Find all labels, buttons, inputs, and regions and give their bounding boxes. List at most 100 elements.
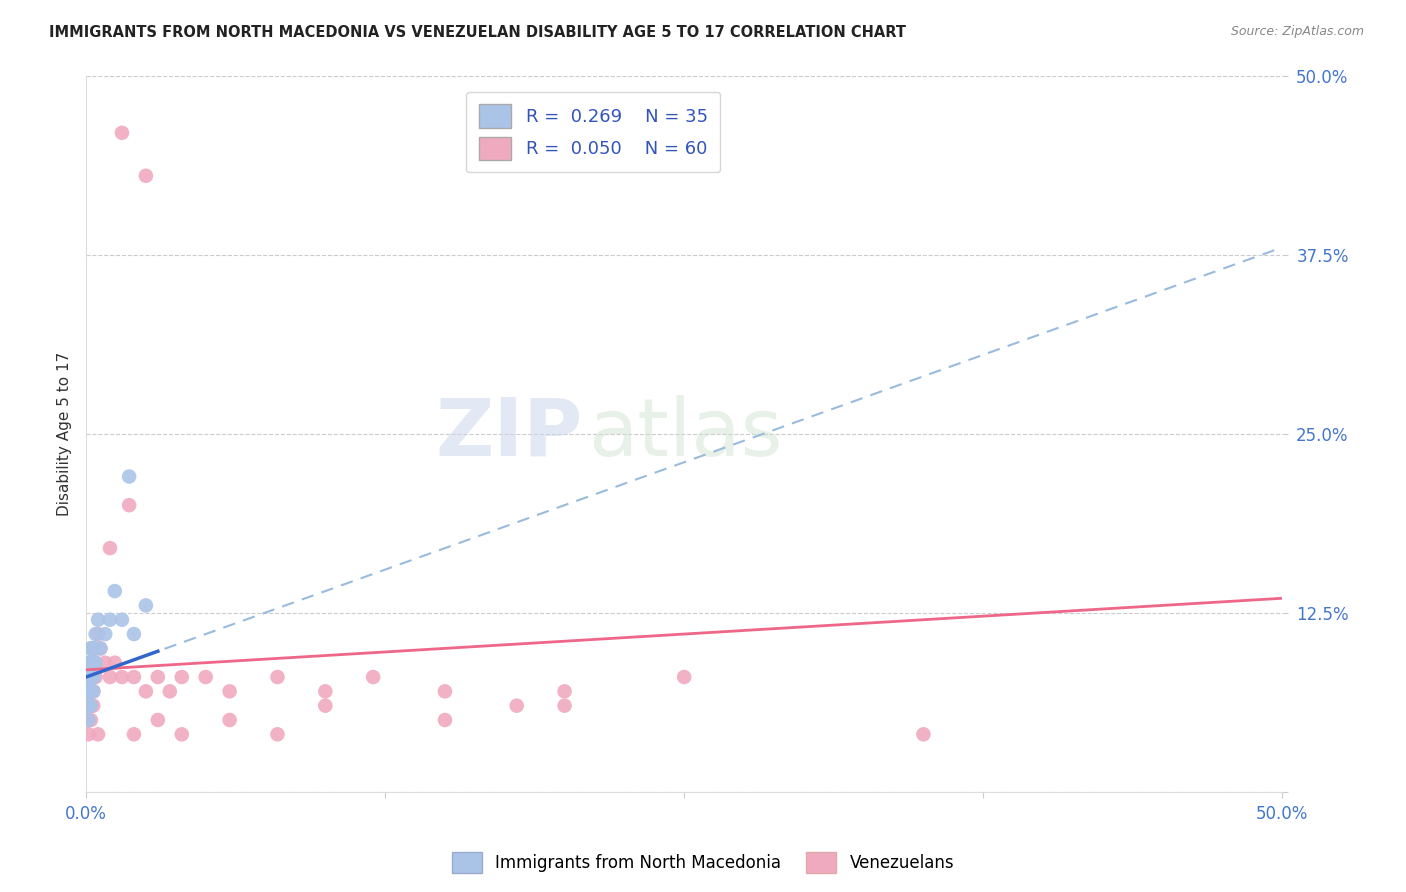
Point <box>77 670 100 684</box>
Point <box>111 613 134 627</box>
Point <box>135 684 157 698</box>
Point <box>218 684 240 698</box>
Point <box>82 656 104 670</box>
Point <box>433 684 456 698</box>
Point <box>170 670 193 684</box>
Legend: Immigrants from North Macedonia, Venezuelans: Immigrants from North Macedonia, Venezue… <box>446 846 960 880</box>
Point <box>111 670 134 684</box>
Point <box>554 684 576 698</box>
Point <box>80 670 103 684</box>
Text: atlas: atlas <box>589 394 783 473</box>
Point <box>122 727 145 741</box>
Point <box>80 670 103 684</box>
Point <box>80 641 103 656</box>
Point <box>912 727 935 741</box>
Point <box>118 469 141 483</box>
Point <box>146 670 169 684</box>
Point <box>77 698 100 713</box>
Point <box>82 656 104 670</box>
Point <box>80 698 103 713</box>
Point <box>80 670 103 684</box>
Point <box>80 684 103 698</box>
Point <box>82 670 104 684</box>
Point <box>314 684 336 698</box>
Point <box>135 599 157 613</box>
Point <box>266 727 288 741</box>
Point <box>80 641 103 656</box>
Point <box>82 670 104 684</box>
Point <box>146 713 169 727</box>
Point <box>80 713 103 727</box>
Point <box>122 627 145 641</box>
Point <box>77 698 100 713</box>
Point <box>80 656 103 670</box>
Point <box>77 713 100 727</box>
Point <box>84 656 107 670</box>
Point <box>118 498 141 512</box>
Point <box>82 670 104 684</box>
Point <box>77 670 100 684</box>
Point <box>89 641 111 656</box>
Point <box>84 656 107 670</box>
Point <box>84 670 107 684</box>
Point <box>80 656 103 670</box>
Point <box>77 684 100 698</box>
Point <box>433 713 456 727</box>
Point <box>80 684 103 698</box>
Point <box>135 169 157 183</box>
Point <box>77 684 100 698</box>
Legend: R =  0.269    N = 35, R =  0.050    N = 60: R = 0.269 N = 35, R = 0.050 N = 60 <box>465 92 720 172</box>
Point <box>87 613 110 627</box>
Point <box>94 656 117 670</box>
Point <box>77 670 100 684</box>
Point <box>77 698 100 713</box>
Point <box>77 698 100 713</box>
Point <box>314 698 336 713</box>
Y-axis label: Disability Age 5 to 17: Disability Age 5 to 17 <box>58 351 72 516</box>
Point <box>87 727 110 741</box>
Point <box>111 126 134 140</box>
Point <box>361 670 384 684</box>
Point <box>77 656 100 670</box>
Point <box>89 641 111 656</box>
Point <box>122 670 145 684</box>
Point <box>80 698 103 713</box>
Point <box>84 627 107 641</box>
Point <box>218 713 240 727</box>
Text: ZIP: ZIP <box>436 394 582 473</box>
Point <box>159 684 181 698</box>
Text: Source: ZipAtlas.com: Source: ZipAtlas.com <box>1230 25 1364 38</box>
Point <box>266 670 288 684</box>
Point <box>98 613 121 627</box>
Point <box>77 684 100 698</box>
Point <box>673 670 696 684</box>
Point <box>80 656 103 670</box>
Point <box>80 684 103 698</box>
Point <box>82 684 104 698</box>
Point <box>94 627 117 641</box>
Point <box>104 584 127 599</box>
Point <box>82 641 104 656</box>
Point <box>82 684 104 698</box>
Point <box>84 641 107 656</box>
Point <box>194 670 217 684</box>
Point <box>82 656 104 670</box>
Point <box>506 698 529 713</box>
Point <box>77 684 100 698</box>
Point <box>98 670 121 684</box>
Point <box>98 541 121 555</box>
Point <box>84 656 107 670</box>
Point <box>77 713 100 727</box>
Point <box>104 656 127 670</box>
Point <box>82 641 104 656</box>
Point <box>554 698 576 713</box>
Point <box>87 627 110 641</box>
Point <box>170 727 193 741</box>
Point <box>80 698 103 713</box>
Point <box>80 656 103 670</box>
Point <box>82 684 104 698</box>
Text: IMMIGRANTS FROM NORTH MACEDONIA VS VENEZUELAN DISABILITY AGE 5 TO 17 CORRELATION: IMMIGRANTS FROM NORTH MACEDONIA VS VENEZ… <box>49 25 907 40</box>
Point <box>77 713 100 727</box>
Point <box>77 727 100 741</box>
Point <box>82 641 104 656</box>
